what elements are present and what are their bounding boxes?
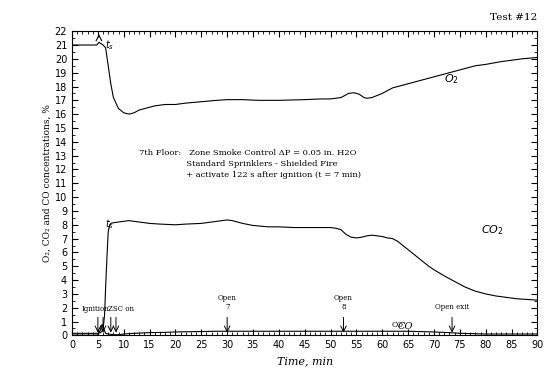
Text: $t_s$: $t_s$	[105, 38, 114, 51]
Text: ZSC on: ZSC on	[108, 305, 134, 312]
Text: CO: CO	[398, 322, 413, 331]
Text: 7th Floor:   Zone Smoke Control ΔP = 0.05 in. H2O
                  Standard Spr: 7th Floor: Zone Smoke Control ΔP = 0.05 …	[139, 149, 361, 179]
Text: $t_s$: $t_s$	[105, 218, 114, 231]
Text: $CO_2$: $CO_2$	[480, 223, 503, 237]
Text: Open
8: Open 8	[334, 294, 353, 311]
Y-axis label: O₂, CO₂ and CO concentrations, %: O₂, CO₂ and CO concentrations, %	[43, 105, 52, 262]
Text: Open
7: Open 7	[218, 294, 237, 311]
Text: CO: CO	[392, 321, 404, 329]
Text: Ignition: Ignition	[81, 305, 109, 312]
Text: $O_2$: $O_2$	[444, 73, 459, 86]
Text: Test #12: Test #12	[490, 13, 537, 22]
X-axis label: Time, min: Time, min	[276, 356, 333, 366]
Text: Open exit: Open exit	[435, 303, 469, 311]
